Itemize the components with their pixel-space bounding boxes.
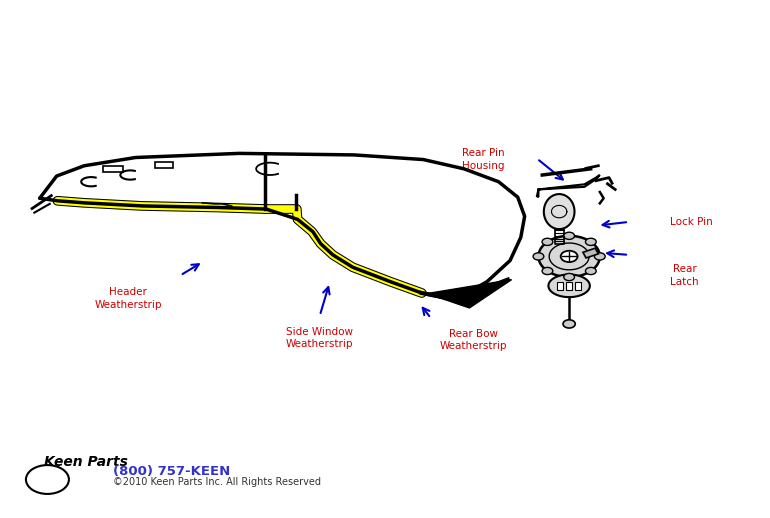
Text: Keen Parts: Keen Parts (44, 455, 128, 469)
Text: Rear Bow
Weatherstrip: Rear Bow Weatherstrip (440, 328, 507, 351)
Circle shape (542, 267, 553, 275)
Polygon shape (538, 236, 600, 277)
Circle shape (563, 320, 575, 328)
Text: Header
Weatherstrip: Header Weatherstrip (94, 287, 162, 310)
Circle shape (564, 274, 574, 281)
Circle shape (564, 232, 574, 239)
Circle shape (585, 267, 596, 275)
Circle shape (561, 251, 578, 262)
Circle shape (585, 238, 596, 246)
Text: ©2010 Keen Parts Inc. All Rights Reserved: ©2010 Keen Parts Inc. All Rights Reserve… (112, 478, 320, 487)
Polygon shape (537, 175, 600, 197)
Text: Lock Pin: Lock Pin (671, 217, 713, 227)
Polygon shape (583, 248, 598, 258)
Circle shape (594, 253, 605, 260)
Polygon shape (548, 275, 590, 297)
Bar (103, 166, 123, 172)
Bar (557, 282, 563, 290)
Bar (566, 282, 572, 290)
Circle shape (542, 238, 553, 246)
Text: (800) 757-KEEN: (800) 757-KEEN (112, 465, 230, 478)
Polygon shape (544, 194, 574, 229)
Text: Rear Pin
Housing: Rear Pin Housing (462, 148, 504, 170)
Bar (155, 162, 173, 168)
Circle shape (533, 253, 544, 260)
Bar (575, 282, 581, 290)
Polygon shape (427, 280, 511, 308)
Text: Rear
Latch: Rear Latch (671, 264, 699, 286)
Text: Side Window
Weatherstrip: Side Window Weatherstrip (286, 327, 353, 350)
